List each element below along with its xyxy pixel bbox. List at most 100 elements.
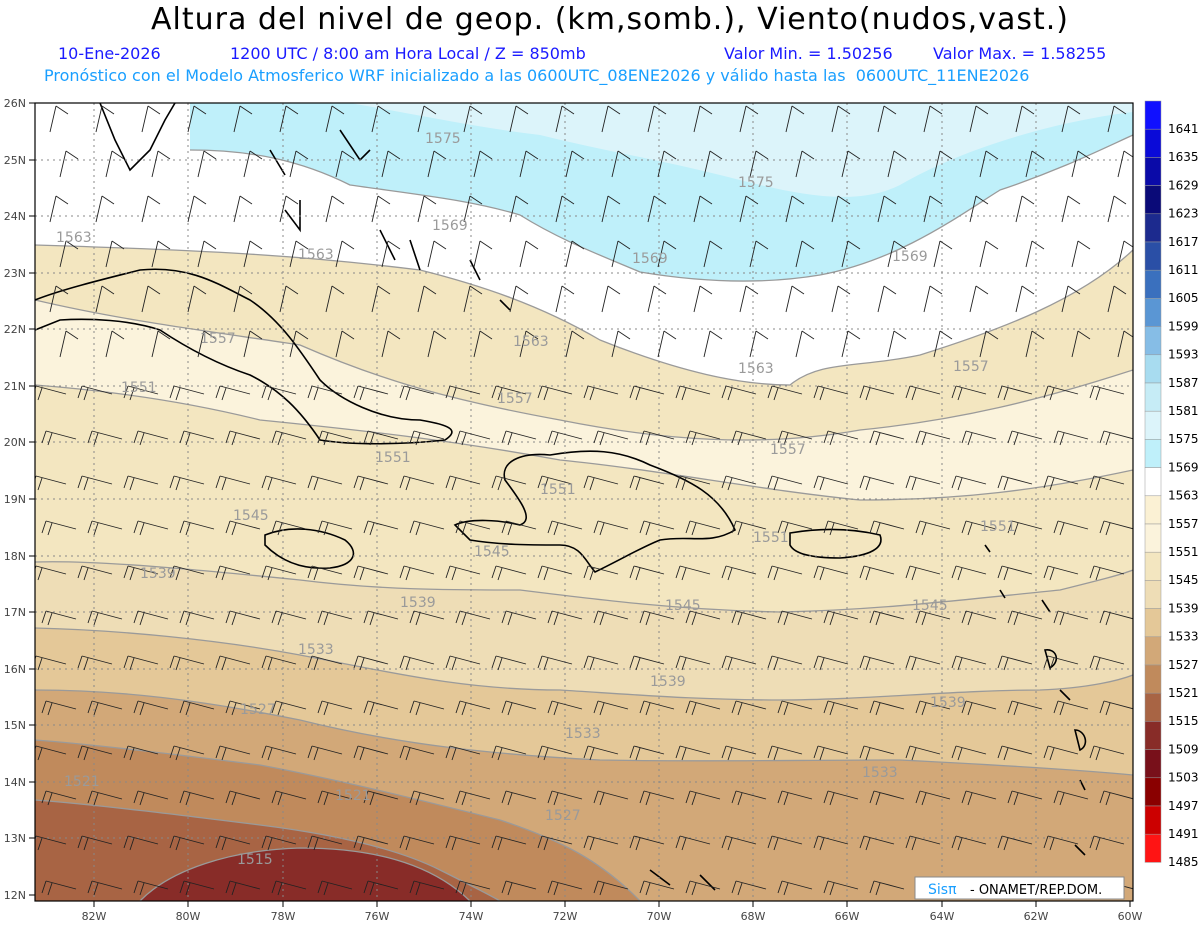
wind-barb (979, 240, 999, 268)
wind-barb (1089, 565, 1125, 581)
wind-barb (1117, 330, 1133, 358)
colorbar-label: 1527 (1168, 658, 1199, 672)
wind-barb (749, 330, 769, 358)
lon-label: 64W (930, 910, 955, 923)
wind-barb (795, 150, 815, 178)
wind-barb (197, 330, 217, 358)
wind-barb (491, 745, 527, 761)
wind-barb (133, 430, 169, 446)
wind-barb (363, 430, 399, 446)
colorbar-swatch (1144, 721, 1162, 750)
wind-barb (795, 240, 815, 268)
wind-barb (685, 880, 721, 896)
wind-barb (179, 880, 215, 896)
colorbar-label: 1593 (1168, 348, 1199, 362)
wind-barb (915, 700, 951, 716)
wind-barb (961, 700, 997, 716)
wind-barb (859, 655, 895, 671)
contour-label: 1551 (980, 519, 1016, 535)
colorbar-label: 1575 (1168, 432, 1199, 446)
wind-barb (87, 700, 123, 716)
wind-barb (501, 520, 537, 536)
wind-barb (371, 105, 391, 133)
wind-barb (41, 520, 77, 536)
colorbar-swatch (1144, 157, 1162, 186)
wind-barb (59, 150, 79, 178)
wind-barb (95, 195, 115, 223)
wind-barb (427, 240, 447, 268)
wind-barb (721, 475, 757, 491)
contour-label: 1533 (565, 726, 601, 742)
wind-barb (1025, 240, 1045, 268)
wind-barb (1053, 790, 1089, 806)
wind-barb (547, 700, 583, 716)
wind-barb (611, 330, 631, 358)
wind-barb (547, 880, 583, 896)
wind-barb (409, 520, 445, 536)
wind-barb (1043, 385, 1079, 401)
contour-label: 1557 (953, 359, 989, 375)
lat-label: 19N (4, 493, 26, 506)
wind-barb (859, 475, 895, 491)
colorbar-swatch (1144, 495, 1162, 525)
wind-barb (105, 240, 125, 268)
lon-label: 62W (1024, 910, 1049, 923)
contour-label: 1539 (400, 595, 436, 611)
wind-barb (657, 240, 677, 268)
wind-barb (859, 835, 895, 851)
wind-barb (455, 520, 491, 536)
wind-barb (859, 565, 895, 581)
lat-label: 21N (4, 380, 26, 393)
wind-barb (997, 745, 1033, 761)
wind-barb (307, 565, 343, 581)
wind-barb (123, 655, 159, 671)
wind-barb (445, 835, 481, 851)
wind-barb (629, 385, 665, 401)
wind-barb (473, 330, 493, 358)
wind-barb (979, 150, 999, 178)
wind-barb (731, 520, 767, 536)
wind-barb (537, 655, 573, 671)
wind-barb (785, 285, 805, 313)
lat-label: 13N (4, 832, 26, 845)
wind-barb (399, 565, 435, 581)
contour-label: 1563 (56, 230, 92, 246)
wind-barb (1043, 475, 1079, 491)
wind-barb (923, 285, 943, 313)
wind-barb (1089, 385, 1125, 401)
wind-barb (1015, 285, 1035, 313)
wind-barb (923, 195, 943, 223)
contour-label: 1545 (233, 508, 269, 524)
wind-barb (215, 475, 251, 491)
contour-label: 1521 (64, 774, 100, 790)
wind-barb (77, 655, 113, 671)
wind-barb (123, 835, 159, 851)
wind-barb (951, 475, 987, 491)
colorbar-swatch (1144, 185, 1162, 215)
wind-barb (169, 835, 205, 851)
sispi-logo: Sisπ (928, 882, 957, 898)
wind-barb (749, 150, 769, 178)
wind-barb (703, 150, 723, 178)
contour-label: 1569 (892, 249, 928, 265)
wind-barb (473, 240, 493, 268)
wind-barb (179, 790, 215, 806)
wind-barb (233, 105, 253, 133)
wind-barb (279, 285, 299, 313)
wind-barb (151, 330, 171, 358)
wind-barb (243, 330, 263, 358)
lat-label: 24N (4, 210, 26, 223)
wind-barb (915, 430, 951, 446)
wind-barb (639, 790, 675, 806)
wind-barb (1053, 700, 1089, 716)
wind-barb (639, 610, 675, 626)
wind-barb (657, 150, 677, 178)
wind-barb (877, 105, 897, 133)
wind-barb (141, 195, 161, 223)
contour-label: 1557 (200, 331, 236, 347)
lon-label: 76W (365, 910, 390, 923)
colorbar-label: 1533 (1168, 630, 1199, 644)
wind-barb (547, 790, 583, 806)
wind-barb (491, 475, 527, 491)
wind-barb (445, 565, 481, 581)
